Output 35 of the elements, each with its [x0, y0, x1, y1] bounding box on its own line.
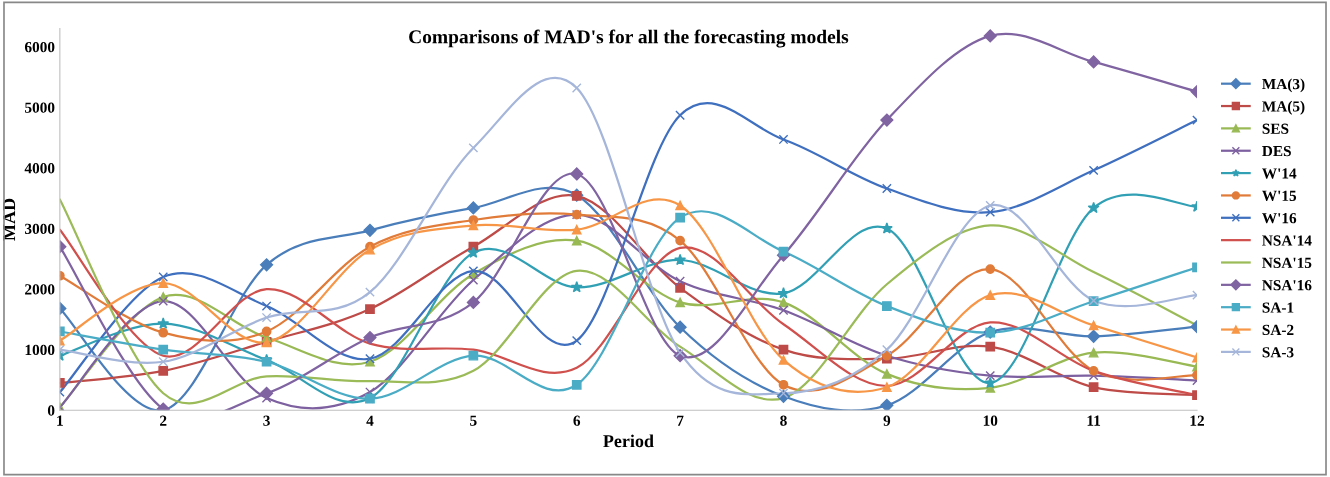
legend-label: NSA'16: [1262, 280, 1312, 291]
y-tick-label: 4000: [24, 163, 55, 174]
x-tick-label: 12: [1190, 415, 1204, 426]
legend-label: W'16: [1262, 213, 1297, 224]
legend-label: W'14: [1262, 168, 1297, 179]
y-tick-label: 0: [47, 405, 55, 416]
chart-title: Comparisons of MAD's for all the forecasting models: [409, 29, 849, 48]
x-tick-label: 4: [366, 415, 374, 426]
y-tick-label: 6000: [24, 41, 55, 53]
x-tick-label: 3: [263, 415, 270, 426]
x-tick-label: 11: [1087, 415, 1101, 426]
legend-label: W'15: [1262, 190, 1297, 202]
y-tick-label: 1000: [25, 344, 55, 356]
legend-label: SA-1: [1262, 302, 1294, 313]
legend-label: MA(3): [1262, 78, 1305, 93]
x-tick-label: 9: [883, 415, 891, 426]
legend-label: DES: [1262, 145, 1291, 157]
x-tick-label: 5: [470, 415, 477, 426]
x-tick-label: 8: [780, 415, 787, 426]
y-axis-title: MAD: [3, 198, 16, 241]
legend-label: NSA'14: [1262, 235, 1312, 246]
x-axis-title: Period: [603, 434, 654, 448]
y-tick-label: 3000: [25, 223, 55, 234]
x-tick-label: 7: [677, 415, 684, 426]
legend-label: SA-3: [1262, 347, 1294, 358]
x-tick-label: 6: [573, 415, 581, 426]
x-tick-label: 2: [160, 415, 167, 426]
legend-label: MA(5): [1262, 100, 1305, 115]
x-tick-label: 1: [57, 415, 63, 426]
legend-label: SES: [1262, 123, 1289, 134]
y-tick-label: 2000: [25, 284, 55, 295]
x-tick-label: 10: [983, 415, 998, 426]
legend-label: NSA'15: [1262, 257, 1312, 268]
legend-label: SA-2: [1262, 324, 1294, 336]
y-tick-label: 5000: [25, 102, 55, 113]
